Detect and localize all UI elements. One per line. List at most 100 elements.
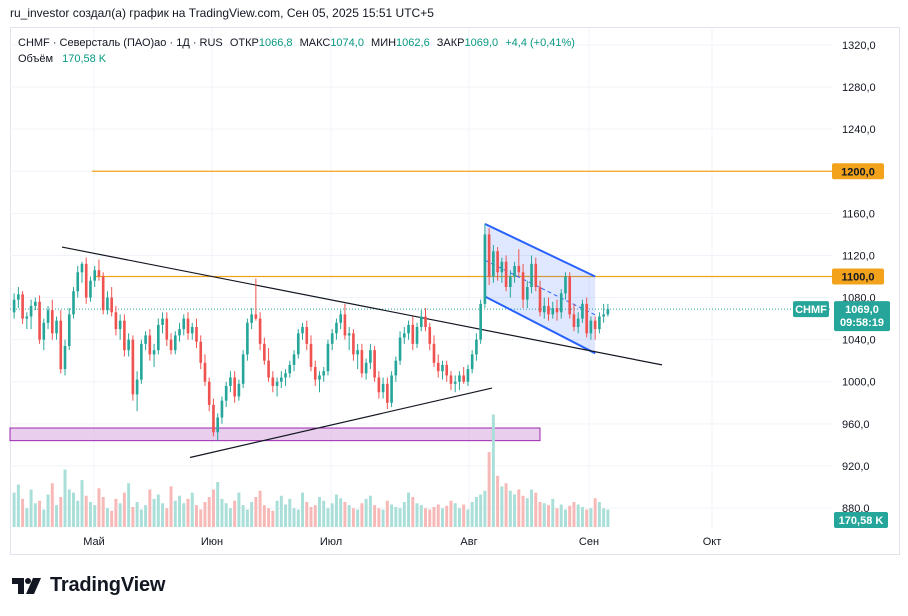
volume-bar	[428, 509, 432, 527]
candle-body	[195, 327, 198, 342]
volume-bar	[326, 508, 330, 527]
volume-bar	[538, 502, 542, 527]
candle-body	[25, 316, 29, 319]
legend-symbol[interactable]: CHMF · Северсталь (ПАО)ао · 1Д · RUS	[18, 37, 223, 49]
candle-body	[169, 339, 173, 351]
price-tick-label: 1320,0	[842, 40, 876, 52]
candle-body	[224, 385, 228, 401]
volume-bar	[97, 488, 101, 527]
price-tick-label: 1280,0	[842, 82, 876, 94]
legend-close-label: ЗАКР	[436, 37, 465, 49]
volume-bar	[466, 509, 470, 527]
channel-lower	[484, 295, 596, 355]
candle-body	[76, 272, 80, 292]
level-1200-badge-bg	[832, 163, 884, 180]
legend-low-value: 1062,6	[396, 37, 430, 49]
volume-bar	[195, 505, 198, 527]
candle-body	[436, 362, 440, 372]
volume-bar	[131, 507, 135, 527]
volume-bar	[394, 507, 398, 527]
candle-body	[479, 303, 482, 340]
candle-body	[229, 377, 232, 386]
volume-bar	[364, 498, 368, 527]
tradingview-logo[interactable]: TradingView	[12, 574, 165, 597]
candle-body	[504, 261, 508, 288]
volume-bar	[530, 489, 534, 527]
candle-body	[547, 305, 550, 315]
candle-body	[67, 314, 71, 346]
candle-body	[173, 335, 177, 351]
symbol-badge-bg	[793, 301, 829, 318]
candle-body	[241, 354, 245, 384]
volume-bar	[271, 510, 275, 527]
candle-body	[106, 297, 109, 311]
legend-ohlc-row: CHMF · Северсталь (ПАО)ао · 1Д · RUS ОТК…	[18, 35, 575, 51]
candle-body	[157, 324, 160, 351]
volume-bar	[572, 502, 576, 527]
candle-body	[301, 327, 304, 334]
price-tick-label: 920,0	[842, 461, 870, 473]
candle-body	[29, 305, 33, 317]
candle-body	[271, 377, 275, 386]
price-badges: 1200,0 1100,0 CHMF 1069,009:58:19 170,58 K	[793, 163, 890, 528]
candle-body	[123, 320, 126, 351]
volume-bar	[207, 497, 211, 527]
candle-body	[80, 263, 84, 273]
volume-bar	[25, 508, 29, 527]
time-tick-label: Май	[83, 536, 105, 548]
volume-bar	[568, 505, 572, 527]
countdown-text: 09:58:19	[840, 317, 884, 329]
volume-bars	[12, 414, 610, 527]
candle-body	[216, 417, 220, 433]
candles	[12, 223, 610, 441]
candle-body	[93, 270, 97, 281]
candle-body	[335, 322, 338, 334]
volume-bar	[491, 414, 495, 527]
candle-body	[220, 400, 224, 418]
volume-bar	[559, 504, 563, 527]
volume-bar	[29, 489, 33, 527]
support-zone	[9, 427, 541, 442]
candle-body	[55, 320, 58, 334]
candle-body	[602, 314, 605, 317]
legend-volume-label[interactable]: Объём	[18, 53, 54, 65]
volume-bar	[250, 502, 254, 527]
candle-body	[161, 318, 164, 325]
candle-body	[38, 301, 41, 340]
price-tick-label: 1040,0	[842, 335, 876, 347]
candle-body	[525, 287, 529, 300]
chart-frame	[10, 27, 900, 555]
candle-body	[364, 362, 368, 374]
time-tick-label: Июл	[320, 536, 342, 548]
candle-body	[207, 381, 211, 405]
candle-body	[458, 375, 461, 382]
candle-body	[50, 310, 54, 334]
candle-body	[63, 345, 67, 370]
volume-bar	[360, 503, 364, 527]
candle-body	[127, 339, 130, 351]
volume-bar	[390, 504, 394, 527]
volume-bar	[585, 509, 589, 527]
price-tick-label: 1000,0	[842, 377, 876, 389]
volume-bar	[517, 489, 521, 527]
candle-body	[284, 373, 287, 378]
volume-bar	[67, 489, 71, 527]
candle-body	[258, 318, 262, 344]
volume-bar	[110, 510, 114, 527]
volume-bar	[542, 503, 546, 527]
candle-body	[114, 312, 118, 330]
volume-bar	[105, 508, 109, 527]
candle-body	[296, 333, 300, 355]
volume-bar	[46, 494, 50, 527]
candle-body	[288, 364, 292, 374]
candle-body	[564, 276, 567, 294]
candle-body	[254, 314, 258, 319]
volume-bar	[457, 508, 461, 527]
volume-badge: 170,58 K	[834, 512, 888, 528]
candle-body	[339, 314, 343, 323]
candle-body	[199, 341, 203, 363]
candle-body	[415, 327, 419, 344]
volume-bar	[33, 503, 37, 527]
volume-bar	[453, 503, 457, 527]
